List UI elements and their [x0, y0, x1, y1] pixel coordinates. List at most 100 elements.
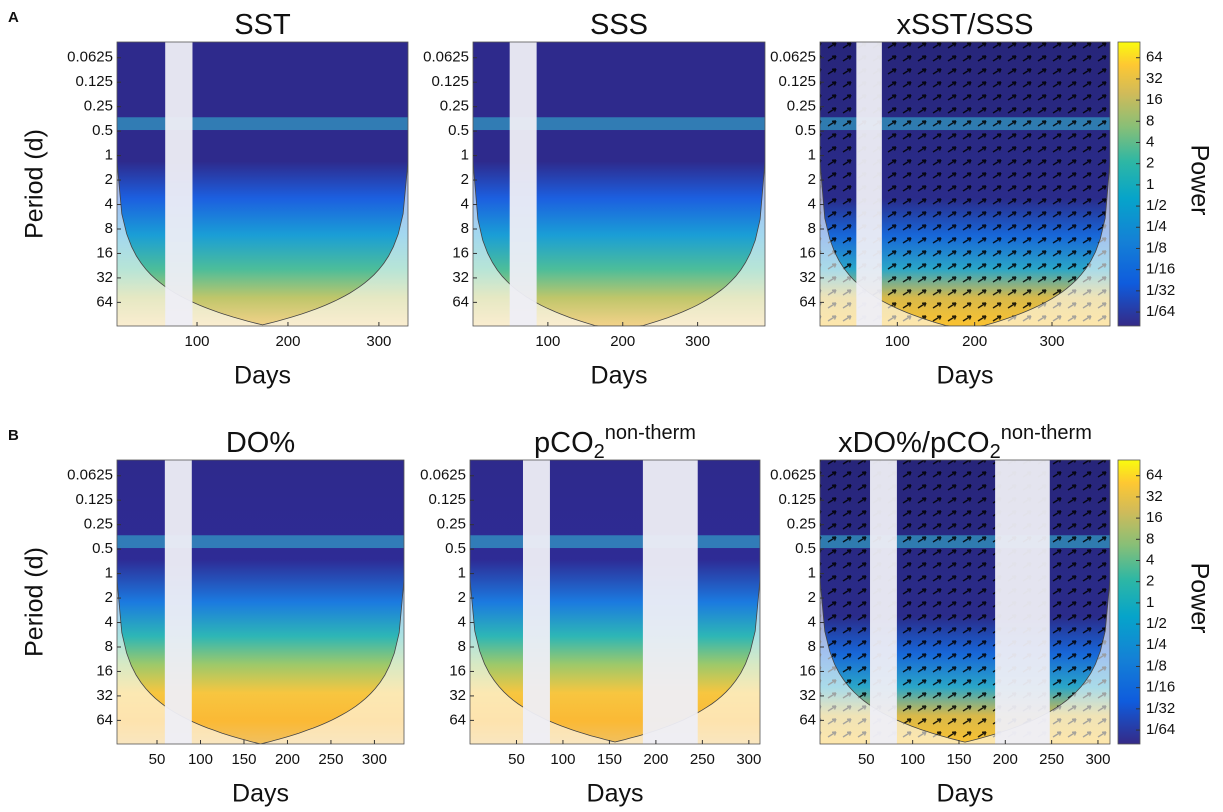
y-tick-label: 0.5 — [445, 540, 466, 557]
cone-of-influence — [820, 580, 1110, 744]
y-tick-label: 0.0625 — [423, 49, 469, 66]
y-tick-label: 64 — [449, 711, 466, 728]
colorbar-tick-label: 1/8 — [1146, 657, 1167, 674]
semidiurnal-band — [117, 535, 404, 549]
y-tick-label: 0.25 — [440, 98, 469, 115]
data-gap — [870, 460, 897, 744]
chart-title: DO% — [226, 427, 295, 459]
x-tick-label: 200 — [962, 333, 987, 350]
colorbar-tick-label: 1/8 — [1146, 239, 1167, 256]
y-tick-label: 16 — [799, 662, 816, 679]
x-tick-label: 100 — [188, 751, 213, 768]
y-tick-label: 0.25 — [84, 98, 113, 115]
y-tick-label: 16 — [96, 662, 113, 679]
panel-label: B — [8, 427, 19, 444]
y-tick-label: 2 — [458, 589, 466, 606]
colorbar-tick-label: 1/4 — [1146, 636, 1167, 653]
wavelet-power — [117, 460, 404, 744]
x-tick-label: 300 — [736, 751, 761, 768]
x-tick-label: 200 — [275, 751, 300, 768]
x-tick-label: 250 — [690, 751, 715, 768]
x-tick-label: 100 — [185, 333, 210, 350]
data-gap — [856, 42, 882, 326]
colorbar-tick-label: 8 — [1146, 530, 1154, 547]
title-subscript: 2 — [990, 441, 1001, 463]
y-tick-label: 1 — [105, 565, 113, 582]
colorbar-label: Power — [1185, 145, 1213, 216]
colorbar-tick-label: 16 — [1146, 509, 1163, 526]
axes-frame — [469, 459, 761, 745]
colorbar-tick-label: 2 — [1146, 155, 1154, 172]
colorbar-tick-label: 32 — [1146, 70, 1163, 87]
x-tick-label: 300 — [1085, 751, 1110, 768]
x-tick-label: 100 — [885, 333, 910, 350]
colorbar-tick-label: 1 — [1146, 176, 1154, 193]
y-tick-label: 32 — [799, 269, 816, 286]
colorbar-tick-label: 1/32 — [1146, 700, 1175, 717]
y-tick-label: 0.125 — [778, 491, 816, 508]
colorbar-tick-label: 1/16 — [1146, 261, 1175, 278]
colorbar-tick-label: 1/4 — [1146, 218, 1167, 235]
data-gap — [642, 460, 698, 744]
y-tick-label: 8 — [458, 638, 466, 655]
y-axis-label: Period (d) — [21, 547, 49, 657]
chart-title: pCO2non-therm — [534, 422, 696, 463]
x-axis-label: Days — [591, 362, 648, 390]
axes-frame — [116, 41, 409, 327]
y-tick-label: 4 — [458, 613, 466, 630]
title-superscript: non-therm — [1001, 422, 1092, 444]
x-axis-label: Days — [232, 780, 289, 808]
cone-of-influence — [117, 162, 408, 326]
axes-frame — [472, 41, 766, 327]
x-tick-label: 250 — [1039, 751, 1064, 768]
y-tick-label: 8 — [461, 220, 469, 237]
y-tick-label: 64 — [96, 711, 113, 728]
y-tick-label: 0.25 — [787, 98, 816, 115]
title-text: DO% — [226, 427, 295, 459]
data-gap — [164, 460, 192, 744]
y-tick-label: 32 — [452, 269, 469, 286]
y-tick-label: 0.25 — [787, 516, 816, 533]
y-tick-label: 64 — [799, 711, 816, 728]
y-tick-label: 0.5 — [92, 540, 113, 557]
colorbar-tick-label: 32 — [1146, 488, 1163, 505]
y-tick-label: 2 — [808, 171, 816, 188]
x-tick-label: 150 — [946, 751, 971, 768]
y-tick-label: 0.125 — [431, 73, 469, 90]
chart-title: SSS — [590, 9, 648, 41]
y-tick-label: 8 — [105, 638, 113, 655]
x-tick-label: 100 — [900, 751, 925, 768]
y-tick-label: 1 — [461, 147, 469, 164]
colorbar-tick-label: 1/16 — [1146, 679, 1175, 696]
colorbar-tick-label: 1/64 — [1146, 303, 1175, 320]
title-text: xSST/SSS — [897, 9, 1034, 41]
y-tick-label: 2 — [808, 589, 816, 606]
axes-frame — [819, 459, 1111, 745]
x-tick-label: 200 — [643, 751, 668, 768]
y-tick-label: 0.25 — [437, 516, 466, 533]
y-tick-label: 16 — [449, 662, 466, 679]
data-gap — [509, 42, 537, 326]
y-tick-label: 4 — [808, 195, 816, 212]
y-tick-label: 64 — [799, 293, 816, 310]
data-gap — [522, 460, 550, 744]
data-gap — [165, 42, 193, 326]
y-tick-label: 2 — [105, 589, 113, 606]
x-tick-label: 200 — [993, 751, 1018, 768]
cone-of-influence — [470, 580, 760, 744]
cone-edge — [470, 579, 760, 743]
title-subscript: 2 — [594, 441, 605, 463]
y-tick-label: 2 — [105, 171, 113, 188]
y-tick-label: 0.5 — [795, 122, 816, 139]
colorbar-tick-label: 1/2 — [1146, 615, 1167, 632]
y-tick-label: 8 — [105, 220, 113, 237]
axes-frame — [819, 41, 1111, 327]
y-tick-label: 0.125 — [75, 73, 113, 90]
y-tick-label: 64 — [96, 293, 113, 310]
colorbar-tick-label: 64 — [1146, 467, 1163, 484]
x-tick-label: 50 — [149, 751, 166, 768]
y-tick-label: 16 — [452, 244, 469, 261]
y-tick-label: 1 — [808, 565, 816, 582]
data-gap — [995, 460, 1050, 744]
